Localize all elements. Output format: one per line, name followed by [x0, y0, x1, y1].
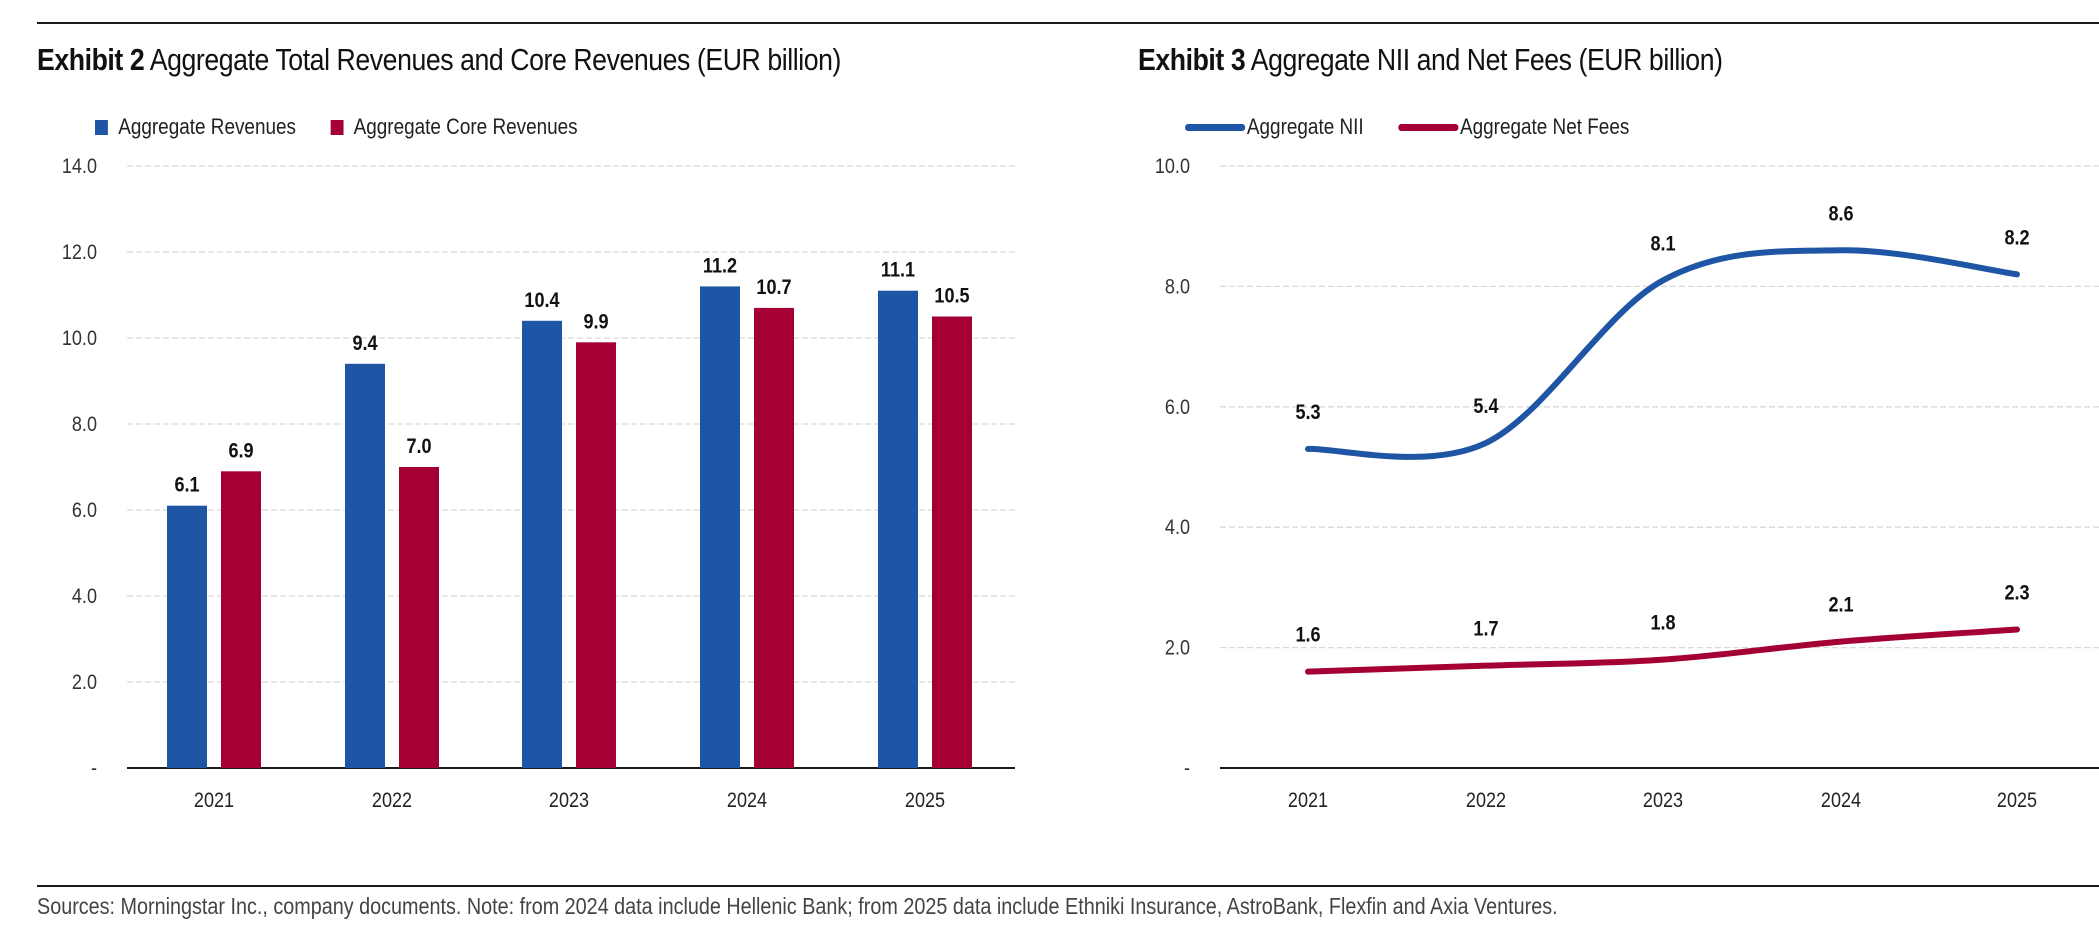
line-chart-ytick-label: 2.0 [1165, 636, 1190, 660]
top-rule [37, 22, 2099, 24]
bar-aggregate-revenues [522, 320, 562, 768]
legend-swatch-blue [95, 119, 108, 135]
line-chart-ytick-label: 4.0 [1165, 516, 1190, 540]
line-chart-ytick-label: - [1184, 757, 1190, 781]
bar-chart-xtick-label: 2021 [194, 789, 234, 813]
legend-label: Aggregate NII [1246, 114, 1364, 139]
bar-data-label: 6.1 [174, 473, 199, 497]
line-data-label: 2.1 [1828, 593, 1853, 617]
legend-item-aggregate-revenues: Aggregate Revenues [95, 114, 296, 140]
line-data-label: 8.1 [1650, 232, 1675, 256]
line-chart-ytick-label: 8.0 [1165, 275, 1190, 299]
exhibit-3-legend: Aggregate NII Aggregate Net Fees [1185, 114, 1664, 140]
legend-line-red [1398, 123, 1459, 131]
bar-aggregate-revenues [345, 363, 385, 768]
legend-item-aggregate-nii: Aggregate NII [1185, 114, 1364, 140]
bar-chart-ytick-label: 2.0 [72, 671, 97, 695]
exhibit-2-title-text: Aggregate Total Revenues and Core Revenu… [149, 42, 842, 77]
exhibit-2-label: Exhibit 2 [37, 42, 145, 77]
line-aggregate-nii [1305, 247, 2020, 460]
sources-footnote: Sources: Morningstar Inc., company docum… [37, 893, 1558, 919]
bar-chart-ytick-label: - [91, 757, 97, 781]
line-data-label: 8.6 [1828, 202, 1853, 226]
line-chart-xtick-label: 2022 [1466, 789, 1506, 813]
exhibit-3-title: Exhibit 3 Aggregate NII and Net Fees (EU… [1138, 42, 1723, 78]
line-chart-nii-fees: - 2.0 4.0 6.0 8.0 10.0 2021 2022 2023 2024 2025 5.3… [1155, 155, 2099, 813]
bar-chart-xtick-label: 2025 [905, 789, 945, 813]
exhibit-3-label: Exhibit 3 [1138, 42, 1246, 77]
line-aggregate-net-fees [1305, 626, 2020, 675]
footer-rule [37, 885, 2099, 887]
bar-aggregate-core-revenues [576, 342, 616, 768]
bar-data-label: 6.9 [228, 439, 253, 463]
bar-chart-ytick-label: 8.0 [72, 413, 97, 437]
bar-chart-ytick-label: 14.0 [62, 155, 97, 179]
line-data-label: 5.4 [1473, 395, 1498, 419]
bar-aggregate-core-revenues [754, 307, 794, 768]
line-data-label: 2.3 [2004, 581, 2029, 605]
line-data-label: 1.7 [1473, 617, 1498, 641]
legend-line-blue [1185, 123, 1246, 131]
line-chart-xtick-label: 2023 [1643, 789, 1683, 813]
bar-aggregate-core-revenues [932, 316, 972, 768]
legend-label: Aggregate Core Revenues [353, 114, 578, 139]
bar-data-label: 9.9 [583, 310, 608, 334]
bar-data-label: 10.4 [524, 289, 559, 313]
legend-item-aggregate-core-revenues: Aggregate Core Revenues [330, 114, 578, 140]
bar-aggregate-revenues [167, 505, 207, 768]
line-chart-xtick-label: 2024 [1821, 789, 1861, 813]
bar-chart-xtick-label: 2024 [727, 789, 767, 813]
bar-chart-ytick-label: 10.0 [62, 327, 97, 351]
line-chart-xtick-label: 2025 [1997, 789, 2037, 813]
exhibit-3-title-text: Aggregate NII and Net Fees (EUR billion) [1250, 42, 1723, 77]
legend-swatch-red [330, 119, 344, 135]
line-chart-ytick-label: 6.0 [1165, 396, 1190, 420]
exhibit-2-title: Exhibit 2 Aggregate Total Revenues and C… [37, 42, 841, 78]
bar-data-label: 11.2 [703, 254, 737, 278]
bar-aggregate-core-revenues [221, 471, 261, 768]
bar-data-label: 10.7 [756, 276, 791, 300]
bar-data-label: 7.0 [406, 435, 431, 459]
legend-item-aggregate-net-fees: Aggregate Net Fees [1398, 114, 1629, 140]
bar-aggregate-revenues [700, 286, 740, 768]
bar-chart-ytick-label: 4.0 [72, 585, 97, 609]
bar-chart-ytick-label: 6.0 [72, 499, 97, 523]
line-data-label: 8.2 [2004, 226, 2029, 250]
bar-chart-xtick-label: 2023 [549, 789, 589, 813]
bar-data-label: 11.1 [881, 258, 915, 282]
bar-chart-revenues: - 2.0 4.0 6.0 8.0 10.0 12.0 14.0 2021 2022 2023 202… [62, 155, 1015, 813]
line-data-label: 1.8 [1650, 611, 1675, 635]
bar-chart-xtick-label: 2022 [372, 789, 412, 813]
line-data-label: 5.3 [1295, 401, 1320, 425]
legend-label: Aggregate Net Fees [1459, 114, 1630, 139]
line-chart-xtick-label: 2021 [1288, 789, 1328, 813]
bar-chart-ytick-label: 12.0 [62, 241, 97, 265]
exhibit-2-legend: Aggregate Revenues Aggregate Core Revenu… [95, 114, 612, 140]
bar-aggregate-revenues [878, 290, 918, 768]
bar-aggregate-core-revenues [399, 467, 439, 768]
legend-label: Aggregate Revenues [118, 114, 296, 139]
line-data-label: 1.6 [1295, 623, 1320, 647]
bar-data-label: 10.5 [934, 284, 969, 308]
line-chart-ytick-label: 10.0 [1155, 155, 1190, 179]
bar-data-label: 9.4 [352, 332, 377, 356]
